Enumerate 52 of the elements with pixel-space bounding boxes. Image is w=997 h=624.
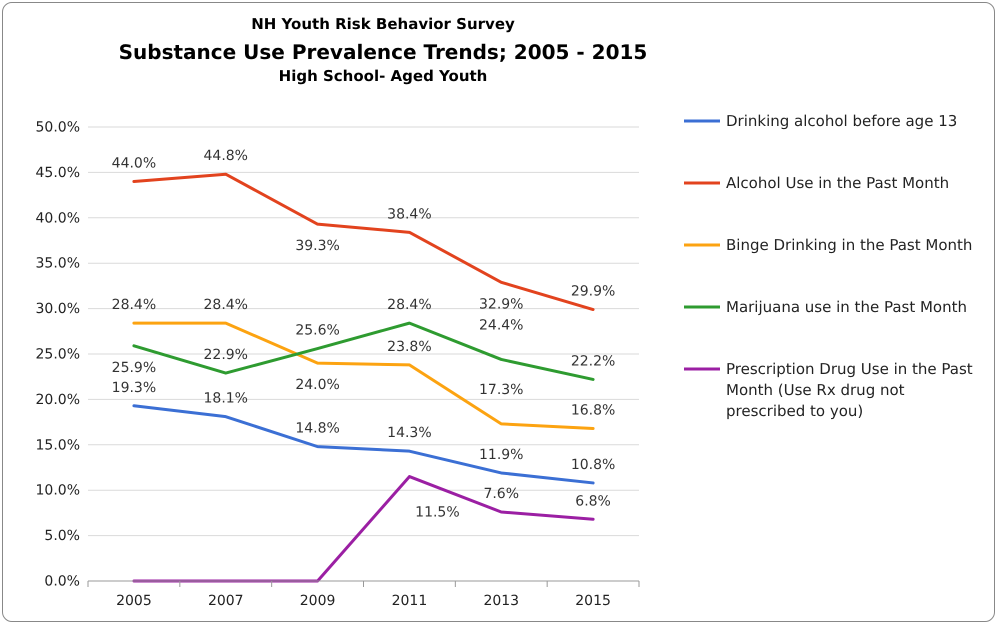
data-label: 6.8% (575, 493, 611, 510)
data-label: 22.9% (204, 347, 248, 364)
data-label: 29.9% (570, 284, 616, 300)
data-label: 14.8% (295, 420, 340, 437)
y-tick-label: 25.0% (36, 346, 80, 362)
data-label: 38.4% (387, 206, 432, 222)
legend-label: Binge Drinking in the Past Month (726, 236, 972, 254)
y-tick-label: 5.0% (44, 528, 80, 544)
data-label: 11.9% (479, 446, 524, 463)
data-label: 16.8% (570, 402, 616, 418)
x-tick-label: 2015 (575, 592, 611, 609)
data-label: 11.5% (415, 504, 460, 521)
x-tick-label: 2009 (300, 592, 336, 609)
chart-title: Substance Use Prevalence Trends; 2005 - 2015 (118, 40, 648, 64)
legend-label: Prescription Drug Use in the Past Month (Use Rx drug not prescribed to you) (726, 360, 973, 420)
text: NH Youth Risk Behavior Survey (251, 15, 515, 33)
y-tick-label: 15.0% (36, 437, 80, 454)
data-label: 28.4% (112, 297, 156, 314)
data-label: 44.0% (112, 155, 156, 172)
data-label: 24.0% (295, 377, 340, 394)
data-label: 39.3% (295, 238, 340, 254)
chart-subtitle: High School- Aged Youth (278, 67, 488, 85)
data-label: 7.6% (483, 486, 520, 502)
data-label: 14.3% (387, 425, 432, 442)
data-label: 18.1% (204, 390, 248, 407)
data-label: 23.8% (387, 338, 432, 355)
y-tick-label: 50.0% (36, 119, 80, 136)
legend-label: Drinking alcohol before age 13 (726, 112, 958, 130)
y-tick-label: 45.0% (36, 164, 80, 181)
data-label: 25.9% (112, 360, 156, 376)
data-label: 28.4% (204, 297, 248, 314)
y-tick-label: 35.0% (36, 256, 80, 272)
data-label: 10.8% (570, 456, 616, 473)
y-tick-label: 20.0% (36, 392, 80, 408)
legend-label: Marijuana use in the Past Month (726, 298, 967, 316)
data-label: 17.3% (479, 382, 524, 398)
data-label: 32.9% (479, 296, 524, 312)
data-label: 22.2% (570, 353, 616, 370)
data-label: 24.4% (479, 317, 524, 334)
y-tick-label: 30.0% (36, 301, 80, 318)
x-tick-label: 2013 (483, 592, 520, 609)
data-label: 28.4% (387, 297, 432, 314)
data-label: 25.6% (295, 322, 340, 339)
data-label: 19.3% (112, 380, 156, 396)
legend-label: Alcohol Use in the Past Month (726, 174, 950, 192)
y-tick-label: 0.0% (44, 573, 80, 590)
x-tick-label: 2011 (392, 592, 428, 609)
x-tick-label: 2007 (208, 592, 244, 609)
y-tick-label: 40.0% (36, 210, 80, 226)
y-tick-label: 10.0% (36, 482, 80, 499)
x-tick-label: 2005 (116, 592, 152, 609)
data-label: 44.8% (204, 148, 248, 164)
